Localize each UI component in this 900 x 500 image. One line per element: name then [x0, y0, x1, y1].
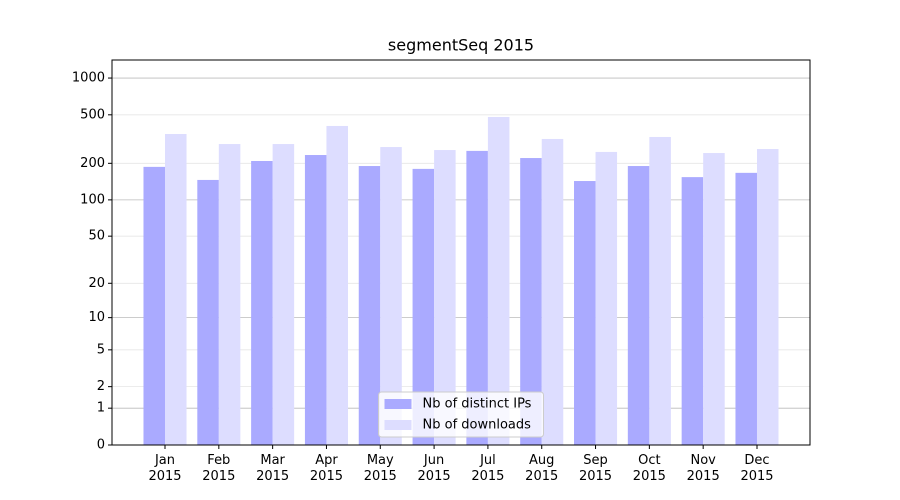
y-tick-label: 10: [88, 310, 105, 325]
bar: [218, 144, 241, 445]
bar: [520, 158, 542, 446]
chart-title: segmentSeq 2015: [388, 36, 534, 55]
bar: [487, 116, 510, 445]
bar: [358, 166, 381, 445]
x-tick-label: Dec 2015: [740, 453, 774, 484]
bar: [304, 155, 327, 446]
bar: [703, 153, 725, 445]
legend-swatch: [384, 399, 412, 409]
bar: [380, 147, 402, 446]
y-tick-label: 50: [88, 229, 105, 244]
plot-frame: [111, 59, 811, 446]
bar: [649, 136, 671, 446]
y-tick-label: 20: [88, 276, 105, 291]
bar: [574, 181, 596, 445]
x-tick-label: Feb 2015: [202, 453, 236, 484]
bar: [541, 138, 564, 445]
bar: [595, 151, 618, 445]
bar: [627, 166, 650, 445]
y-tick-label: 1000: [72, 71, 105, 86]
bar: [756, 149, 779, 446]
bar: [466, 150, 488, 446]
x-tick-label: Jul 2015: [471, 453, 505, 484]
y-tick-label: 100: [80, 192, 105, 207]
bar: [326, 125, 348, 446]
bar: [165, 134, 187, 445]
legend-swatch: [384, 420, 412, 430]
legend: Nb of distinct IPs Nb of downloads: [378, 391, 544, 438]
x-tick-label: Jan 2015: [148, 453, 182, 484]
x-tick-label: Sep 2015: [578, 453, 613, 484]
x-tick-label: Nov 2015: [686, 453, 720, 484]
bar: [143, 166, 166, 445]
y-tick-label: 0: [97, 438, 105, 453]
y-tick-label: 200: [80, 156, 105, 171]
legend-label: Nb of distinct IPs: [423, 397, 532, 412]
legend-label: Nb of downloads: [423, 418, 532, 433]
x-tick-label: Apr 2015: [309, 453, 343, 484]
x-tick-label: Mar 2015: [256, 453, 290, 484]
bar: [412, 168, 435, 446]
bar: [197, 179, 219, 445]
bar: [434, 150, 456, 445]
x-tick-label: Jun 2015: [417, 453, 451, 484]
y-tick-label: 500: [80, 107, 105, 122]
x-tick-label: May 2015: [363, 453, 397, 484]
y-tick-label: 2: [97, 379, 105, 394]
y-tick-label: 5: [97, 342, 105, 357]
bar: [735, 172, 757, 445]
bar: [272, 144, 295, 445]
y-tick-label: 1: [97, 401, 105, 416]
x-tick-label: Aug 2015: [525, 453, 559, 484]
x-tick-label: Oct 2015: [632, 453, 666, 484]
bar: [681, 177, 704, 445]
bar: [251, 160, 273, 445]
legend-box: [378, 391, 544, 438]
